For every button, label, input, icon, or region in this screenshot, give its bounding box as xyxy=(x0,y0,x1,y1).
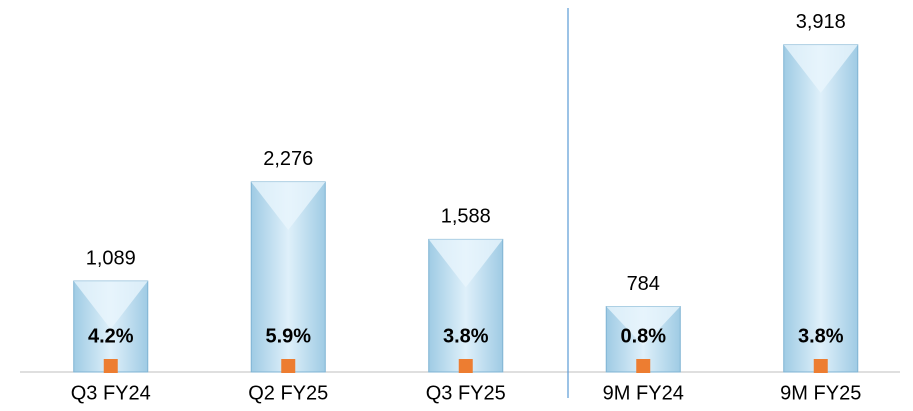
pct-label: 3.8% xyxy=(443,325,489,347)
pct-label: 5.9% xyxy=(265,325,311,347)
pct-label: 3.8% xyxy=(798,325,844,347)
bar-bevel xyxy=(251,181,326,230)
value-label: 2,276 xyxy=(263,148,313,170)
marker xyxy=(636,359,651,373)
marker xyxy=(813,359,828,373)
bar xyxy=(783,44,859,373)
marker xyxy=(103,359,118,373)
x-tick-label: 9M FY24 xyxy=(603,382,684,404)
pct-label: 0.8% xyxy=(620,325,666,347)
pct-label: 4.2% xyxy=(88,325,134,347)
x-tick-label: Q2 FY25 xyxy=(248,382,328,404)
x-tick-label: Q3 FY25 xyxy=(426,382,506,404)
bar-bevel xyxy=(783,44,858,93)
bar-bevel xyxy=(73,281,148,330)
bar-bevel xyxy=(606,306,681,346)
x-tick-label: 9M FY25 xyxy=(780,382,861,404)
value-label: 1,089 xyxy=(86,247,136,269)
marker xyxy=(458,359,473,373)
bar-bevel xyxy=(428,239,503,288)
marker xyxy=(281,359,296,373)
x-tick-label: Q3 FY24 xyxy=(71,382,151,404)
value-label: 1,588 xyxy=(441,206,491,228)
value-label: 784 xyxy=(627,273,660,295)
value-label: 3,918 xyxy=(796,11,846,33)
